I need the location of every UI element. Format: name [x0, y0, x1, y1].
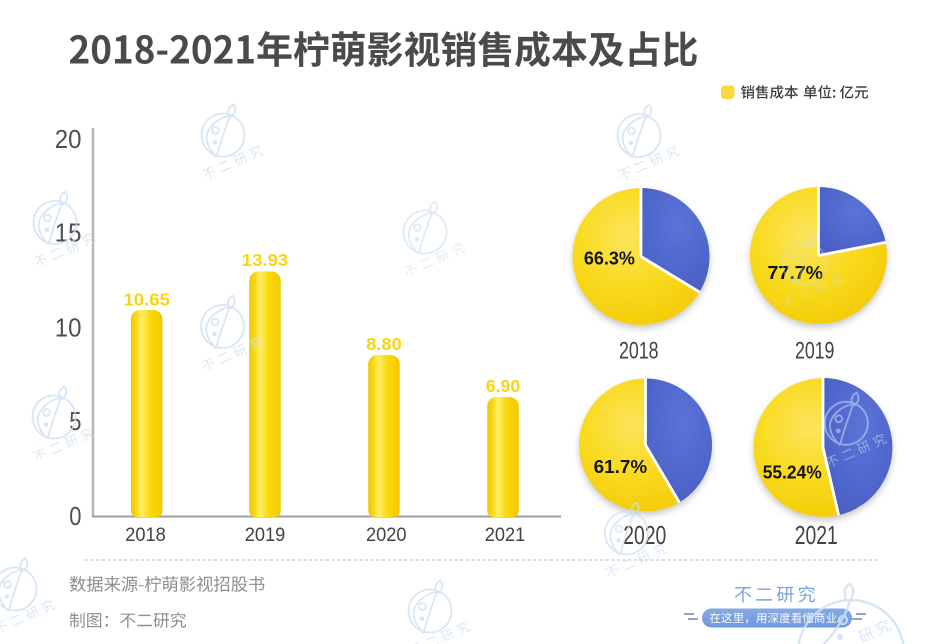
svg-text:10.65: 10.65: [123, 290, 170, 310]
svg-text:8.80: 8.80: [366, 334, 402, 354]
svg-text:2019: 2019: [245, 524, 286, 546]
svg-text:10: 10: [55, 314, 82, 342]
svg-text:6.90: 6.90: [486, 376, 521, 396]
svg-text:0: 0: [69, 503, 81, 531]
svg-text:2018: 2018: [125, 524, 166, 546]
svg-text:66.3%: 66.3%: [584, 247, 635, 268]
svg-text:2021: 2021: [485, 524, 526, 546]
svg-text:2018: 2018: [619, 338, 659, 365]
svg-text:61.7%: 61.7%: [594, 456, 648, 477]
svg-text:20: 20: [55, 126, 82, 154]
svg-text:2020: 2020: [366, 524, 407, 546]
svg-text:13.93: 13.93: [242, 250, 289, 270]
svg-text:2021: 2021: [795, 520, 838, 550]
svg-text:55.24%: 55.24%: [763, 462, 822, 483]
svg-text:2019: 2019: [795, 338, 835, 365]
